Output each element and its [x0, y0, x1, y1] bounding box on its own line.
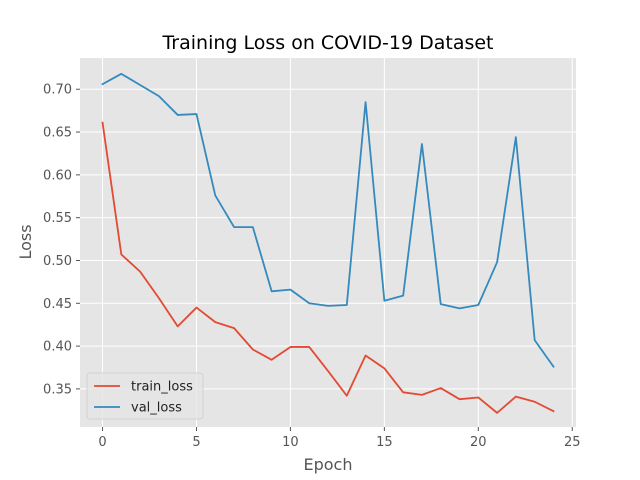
- y-tick-label: 0.45: [43, 297, 72, 312]
- x-tick-label: 25: [564, 435, 581, 450]
- series-line-val-loss: [101, 72, 555, 368]
- legend: train_loss val_loss: [86, 372, 204, 420]
- x-tick-label: 5: [192, 435, 200, 450]
- legend-label-train-loss: train_loss: [131, 380, 193, 395]
- y-tick-label: 0.60: [43, 168, 72, 183]
- x-tick-label: 10: [282, 435, 299, 450]
- chart-title: Training Loss on COVID-19 Dataset: [161, 32, 493, 54]
- y-axis-ticks: 0.35 0.40 0.45 0.50 0.55 0.60 0.65 0.70: [43, 83, 80, 397]
- series-line-train-loss: [101, 121, 555, 414]
- series-lines: [101, 72, 555, 414]
- legend-label-val-loss: val_loss: [131, 401, 182, 416]
- x-axis-label: Epoch: [304, 455, 353, 474]
- x-axis-ticks: 0 5 10 15 20 25: [98, 427, 581, 450]
- y-tick-label: 0.55: [43, 211, 72, 226]
- x-tick-label: 20: [470, 435, 487, 450]
- y-tick-label: 0.65: [43, 126, 72, 141]
- y-tick-label: 0.40: [43, 340, 72, 355]
- y-tick-label: 0.70: [43, 83, 72, 98]
- x-tick-label: 0: [98, 435, 106, 450]
- plot-area: [80, 58, 576, 427]
- y-axis-label: Loss: [16, 224, 35, 259]
- x-tick-label: 15: [376, 435, 393, 450]
- y-tick-label: 0.50: [43, 254, 72, 269]
- y-tick-label: 0.35: [43, 382, 72, 397]
